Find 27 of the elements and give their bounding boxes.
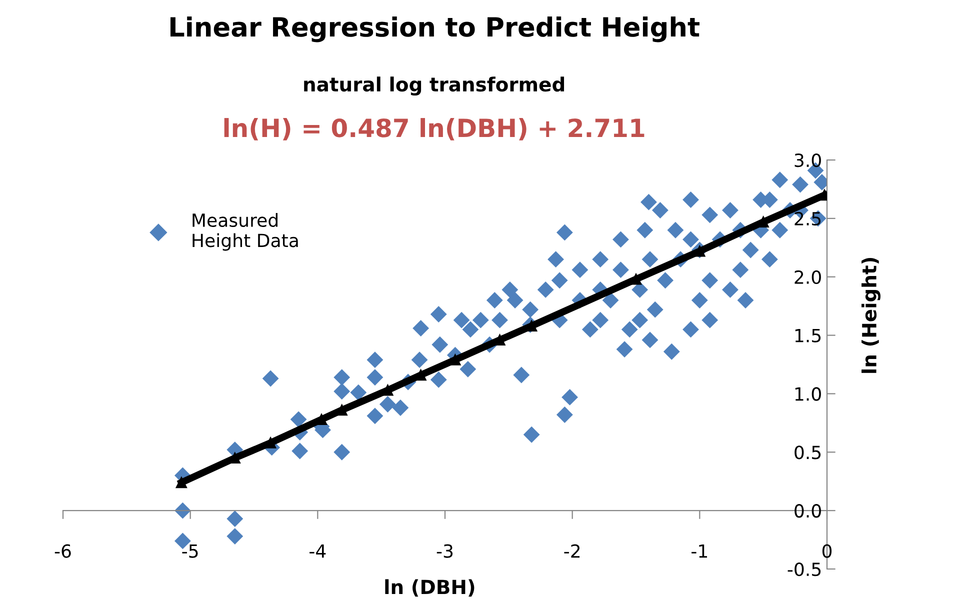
chart-subtitle: natural log transformed — [304, 76, 564, 96]
x-tick-label: 0 — [822, 544, 832, 558]
y-tick-label: 3.0 — [794, 153, 821, 168]
text: ln(H) = 0.487 ln(DBH) + 2.711 — [224, 118, 644, 140]
point — [336, 404, 348, 416]
y-tick-label: 0.5 — [794, 446, 821, 460]
y-tick-label: 1.0 — [795, 387, 821, 401]
y-tick-label: 0.0 — [794, 504, 821, 518]
y-tick-label: 1.5 — [795, 328, 821, 342]
point — [450, 354, 461, 366]
x-axis-title: ln (DBH) — [385, 579, 474, 597]
x-tick-label: -3 — [436, 544, 453, 558]
legend-label: Measured Height Data — [192, 213, 298, 251]
point — [630, 274, 642, 285]
x-tick-label: -4 — [310, 544, 326, 558]
y-tick-label: 2.0 — [794, 270, 821, 284]
point — [264, 437, 276, 448]
y-axis-title: ln (Height) — [862, 258, 880, 373]
point — [382, 384, 394, 396]
point — [415, 369, 426, 381]
x-tick-label: -2 — [564, 544, 580, 558]
y-tick-label: -0.5 — [788, 562, 821, 576]
x-tick-label: -5 — [182, 544, 198, 558]
x-tick-label: -6 — [54, 544, 71, 558]
point — [176, 476, 187, 488]
x-tick-label: -1 — [692, 544, 707, 558]
chart-title: Linear Regression to Predict Height — [170, 16, 700, 42]
